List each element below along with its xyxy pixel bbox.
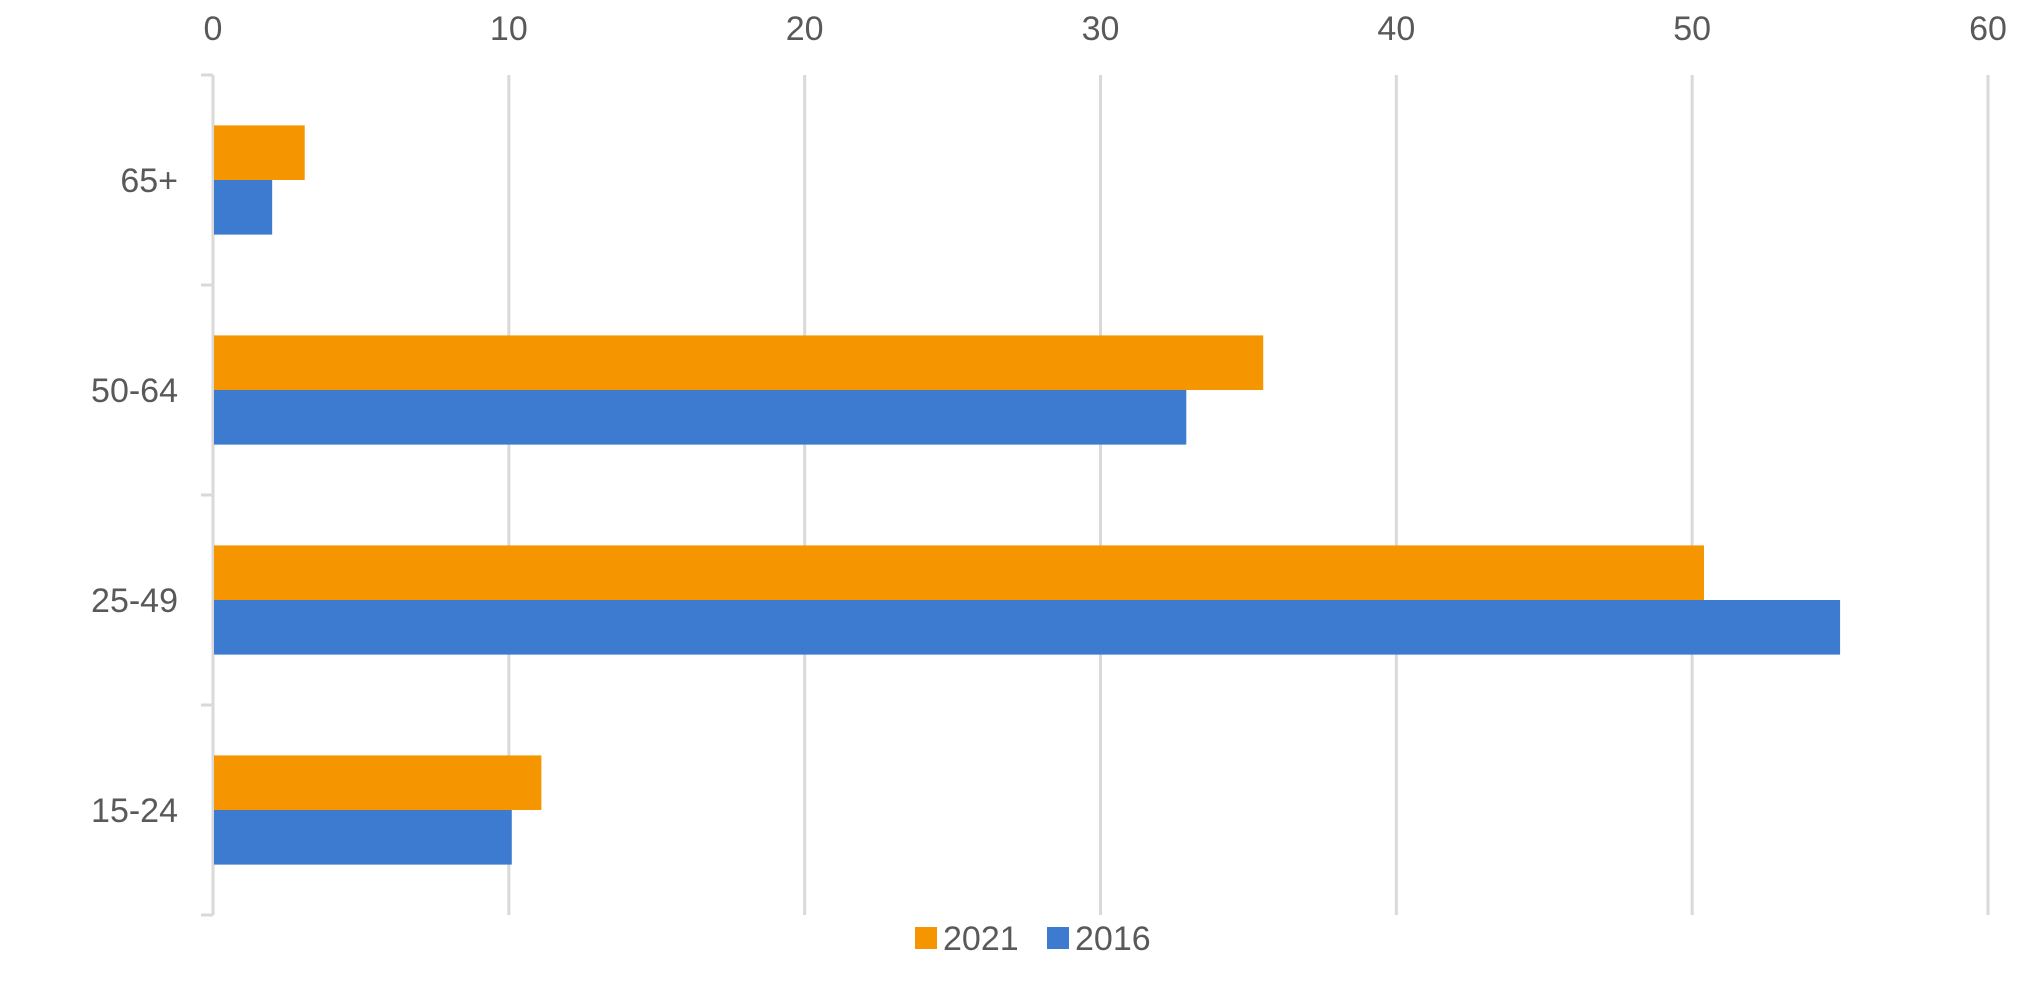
category-labels: 65+ 50-64 25-49 15-24 — [91, 162, 178, 830]
x-tick-label: 10 — [490, 10, 528, 48]
category-label: 25-49 — [91, 582, 178, 620]
legend-swatch — [1047, 927, 1069, 949]
bar-2021-50-64 — [214, 335, 1264, 390]
x-tick-label: 20 — [786, 10, 824, 48]
bar-2021-15-24 — [214, 755, 542, 810]
x-tick-label: 40 — [1377, 10, 1415, 48]
bar-2016-50-64 — [214, 390, 1187, 445]
legend-item-2021: 2021 — [915, 920, 1019, 958]
x-tick-label: 0 — [204, 10, 223, 48]
category-label: 50-64 — [91, 372, 178, 410]
category-label: 65+ — [120, 162, 178, 200]
bar-2021-65+ — [214, 125, 305, 180]
bar-2016-15-24 — [214, 810, 512, 865]
category-label: 15-24 — [91, 792, 178, 830]
x-tick-label: 30 — [1082, 10, 1120, 48]
bar-2016-65+ — [214, 180, 273, 235]
legend-item-2016: 2016 — [1047, 920, 1151, 958]
bars — [214, 125, 1841, 865]
x-tick-label: 60 — [1969, 10, 2007, 48]
bar-2021-25-49 — [214, 545, 1704, 600]
legend-label: 2021 — [943, 920, 1019, 958]
y-axis — [201, 73, 215, 917]
x-axis-ticks: 0 10 20 30 40 50 60 — [204, 10, 2007, 48]
x-tick-label: 50 — [1673, 10, 1711, 48]
gridlines — [507, 75, 1990, 915]
legend-label: 2016 — [1075, 920, 1151, 958]
bar-2016-25-49 — [214, 600, 1841, 655]
legend: 2021 2016 — [915, 920, 1151, 958]
legend-swatch — [915, 927, 937, 949]
